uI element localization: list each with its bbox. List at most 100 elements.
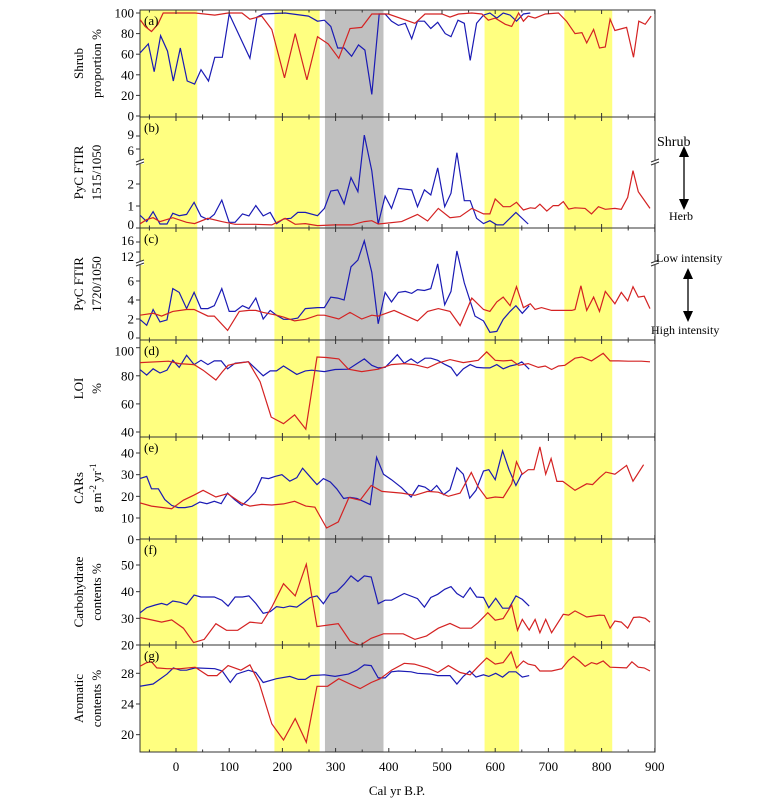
series-line-blue-f — [140, 575, 530, 614]
y-axis-title-line: % — [89, 383, 104, 394]
y-tick-label: 4 — [128, 293, 135, 308]
y-tick-label: 28 — [121, 666, 134, 681]
panel-label: (e) — [144, 440, 158, 455]
arrow-head-down-icon — [683, 311, 693, 322]
axis-break-gap — [136, 160, 144, 164]
series-line-red-e — [140, 446, 645, 529]
y-tick-label: 100 — [115, 6, 135, 21]
yellow-shaded-band — [140, 10, 198, 752]
y-tick-label: 0 — [128, 109, 135, 124]
annotation-high-intensity: High intensity — [651, 323, 719, 337]
y-tick-label: 24 — [121, 697, 135, 712]
y-axis-title: Shrub proportion % — [71, 29, 104, 98]
y-tick-label: 60 — [121, 47, 134, 62]
panel-label: (g) — [144, 648, 159, 663]
arrow-head-up-icon — [679, 146, 689, 157]
y-tick-label: 2 — [128, 311, 135, 326]
y-axis-title-line: Shrub — [71, 48, 86, 79]
panel-frame — [139, 644, 656, 753]
y-axis-title: PyC FTIR 1720/1050 — [71, 256, 104, 312]
y-tick-label: 30 — [121, 611, 134, 626]
y-axis-title-line: 1515/1050 — [89, 145, 104, 201]
y-tick-label: 16 — [121, 233, 135, 248]
x-tick-label: 500 — [432, 759, 452, 774]
arrow-head-down-icon — [679, 199, 689, 210]
y-axis-title-line: PyC FTIR — [71, 145, 86, 199]
series-line-blue-d — [140, 353, 530, 377]
x-tick-label: 300 — [326, 759, 346, 774]
x-tick-label: 400 — [379, 759, 399, 774]
y-tick-label: 6 — [128, 143, 135, 158]
yellow-shaded-band — [274, 10, 320, 752]
y-tick-label: 20 — [121, 489, 134, 504]
y-tick-label: 100 — [115, 343, 135, 358]
yellow-shaded-band — [484, 10, 520, 752]
panel-d: 40 60 80 100 (d) LOI% — [71, 339, 656, 440]
annotation-shrub: Shrub — [657, 135, 690, 150]
panel-label: (d) — [144, 343, 159, 358]
series-line-red-b — [140, 170, 651, 227]
x-axis-title: Cal yr B.P. — [369, 783, 425, 798]
y-axis-title-line: contents % — [89, 670, 104, 728]
series-line-blue-g — [140, 664, 530, 687]
series-line-red-g — [140, 650, 651, 745]
x-axis: Cal yr B.P. 0 100 200 300 400 500 600 700 800 900 — [173, 759, 665, 798]
x-tick-label: 900 — [645, 759, 665, 774]
series-line-red-a — [140, 11, 652, 81]
annotation-herb: Herb — [669, 209, 693, 223]
y-tick-label: 40 — [121, 446, 134, 461]
y-tick-label: 2 — [128, 177, 135, 192]
y-tick-label: 0 — [128, 532, 135, 547]
y-axis-title-line: LOI — [71, 378, 86, 400]
y-tick-label: 1 — [128, 199, 135, 214]
y-axis-title-line: Carbohydrate — [71, 556, 86, 627]
y-tick-label: 50 — [121, 558, 134, 573]
x-tick-label: 700 — [539, 759, 559, 774]
axis-break-icon — [135, 158, 145, 166]
y-axis-title: CARs g m-2 yr-1 — [71, 464, 104, 513]
y-tick-label: 9 — [128, 127, 135, 142]
right-annotations: Shrub Herb Low intensity High intensity — [651, 135, 722, 337]
superscript: -1 — [88, 464, 98, 472]
series-line-red-f — [140, 561, 651, 645]
yellow-shaded-band — [564, 10, 613, 752]
x-tick-label: 100 — [219, 759, 239, 774]
y-axis-title-line: CARs — [71, 472, 86, 504]
panel-a: 0 20 40 60 80 100 (a) Shrub proportion % — [71, 6, 656, 124]
y-tick-label: 0 — [128, 327, 135, 342]
y-axis-title: LOI% — [71, 378, 104, 400]
arrow-head-up-icon — [683, 268, 693, 279]
superscript: -2 — [88, 485, 98, 493]
y-axis-title-line: contents % — [89, 563, 104, 621]
panel-label: (c) — [144, 231, 158, 246]
y-tick-label: 0 — [128, 217, 135, 232]
panel-g: 20 24 28 (g) Aromatic contents % — [71, 644, 656, 753]
series-line-red-c — [140, 284, 651, 332]
shaded-intervals — [140, 10, 613, 752]
y-axis-title: PyC FTIR 1515/1050 — [71, 145, 104, 201]
y-tick-label: 6 — [128, 274, 135, 289]
y-tick-label: 80 — [121, 368, 134, 383]
x-tick-label: 200 — [273, 759, 293, 774]
y-axis-title-line: 1720/1050 — [89, 256, 104, 312]
panel-label: (f) — [144, 542, 157, 557]
panel-f: 20 30 40 50 (f) Carbohydrate contents % — [71, 538, 656, 653]
y-tick-label: 80 — [121, 26, 134, 41]
y-tick-label: 20 — [121, 88, 134, 103]
series-line-blue-c — [140, 238, 530, 333]
y-tick-label: 60 — [121, 396, 134, 411]
series-line-red-d — [140, 351, 651, 431]
y-tick-label: 10 — [121, 511, 134, 526]
annotation-low-intensity: Low intensity — [656, 251, 722, 265]
y-tick-label: 20 — [121, 638, 134, 653]
axis-break-gap — [136, 261, 144, 265]
y-axis-title-line: PyC FTIR — [71, 257, 86, 311]
series-line-blue-a — [140, 11, 531, 95]
y-axis-title-unit: yr — [89, 470, 104, 485]
y-tick-label: 30 — [121, 467, 134, 482]
y-tick-label: 20 — [121, 727, 134, 742]
y-axis-title: Aromatic contents % — [71, 670, 104, 728]
